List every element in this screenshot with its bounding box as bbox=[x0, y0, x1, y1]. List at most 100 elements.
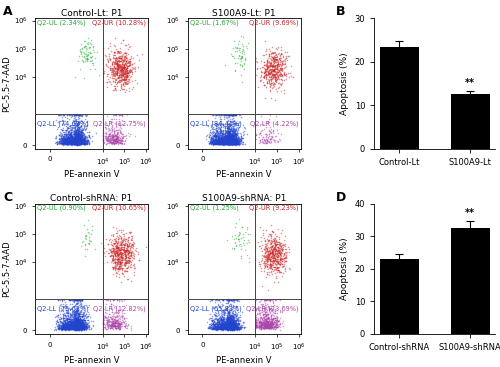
Point bbox=[122, 42, 130, 48]
Point bbox=[262, 247, 270, 253]
Point bbox=[212, 326, 220, 332]
Point bbox=[217, 137, 225, 142]
Point bbox=[264, 320, 272, 326]
Point bbox=[72, 141, 80, 147]
Point bbox=[65, 116, 73, 122]
Point bbox=[266, 237, 274, 243]
Point bbox=[68, 309, 76, 315]
Point bbox=[225, 326, 233, 331]
Point bbox=[71, 129, 79, 135]
Point bbox=[225, 135, 233, 141]
Point bbox=[120, 249, 128, 255]
Point bbox=[226, 324, 234, 330]
Point bbox=[68, 137, 76, 142]
Point bbox=[76, 319, 84, 324]
Point bbox=[257, 324, 265, 330]
Point bbox=[122, 58, 130, 63]
Point bbox=[273, 71, 281, 77]
Point bbox=[254, 140, 262, 146]
Point bbox=[214, 137, 222, 143]
Point bbox=[88, 53, 96, 59]
Point bbox=[272, 68, 280, 74]
Point bbox=[75, 141, 83, 147]
Point bbox=[75, 325, 83, 331]
Point bbox=[224, 129, 232, 135]
Point bbox=[270, 240, 278, 246]
Point bbox=[68, 139, 76, 145]
Point bbox=[73, 137, 81, 143]
Point bbox=[226, 320, 234, 326]
Point bbox=[224, 324, 232, 330]
Point bbox=[72, 326, 80, 332]
Point bbox=[115, 65, 123, 71]
Point bbox=[66, 320, 74, 326]
Point bbox=[216, 140, 224, 146]
Point bbox=[74, 134, 82, 140]
Point bbox=[234, 120, 242, 126]
Point bbox=[218, 133, 226, 139]
Point bbox=[224, 132, 232, 138]
Point bbox=[78, 140, 86, 146]
Point bbox=[71, 139, 79, 145]
Point bbox=[120, 65, 128, 71]
Point bbox=[214, 326, 222, 331]
Point bbox=[227, 326, 235, 332]
Point bbox=[110, 318, 118, 324]
Point bbox=[82, 56, 90, 62]
Point bbox=[217, 112, 225, 118]
Point bbox=[108, 126, 116, 132]
Point bbox=[62, 141, 70, 147]
Point bbox=[113, 72, 121, 78]
Point bbox=[83, 326, 91, 331]
Point bbox=[73, 322, 81, 328]
Point bbox=[72, 320, 80, 326]
Point bbox=[76, 139, 84, 145]
Point bbox=[274, 250, 282, 255]
Point bbox=[230, 317, 238, 323]
Point bbox=[218, 325, 226, 331]
Point bbox=[224, 320, 232, 326]
Point bbox=[230, 140, 238, 146]
Point bbox=[217, 325, 225, 331]
Point bbox=[262, 325, 270, 331]
Point bbox=[72, 137, 80, 142]
Point bbox=[229, 128, 237, 134]
Point bbox=[61, 317, 69, 323]
Point bbox=[272, 256, 280, 262]
Point bbox=[102, 297, 110, 303]
Point bbox=[74, 130, 82, 136]
Point bbox=[68, 141, 76, 147]
Point bbox=[219, 122, 227, 128]
Point bbox=[280, 72, 288, 77]
Point bbox=[227, 312, 235, 318]
Point bbox=[63, 131, 71, 137]
Point bbox=[58, 326, 66, 331]
Point bbox=[69, 135, 77, 141]
Point bbox=[83, 121, 91, 127]
Point bbox=[222, 139, 230, 145]
Point bbox=[74, 142, 82, 148]
Point bbox=[115, 320, 123, 326]
Point bbox=[212, 310, 220, 316]
Point bbox=[72, 324, 80, 330]
Point bbox=[73, 127, 81, 133]
Point bbox=[230, 55, 237, 61]
Point bbox=[118, 68, 126, 73]
Point bbox=[256, 315, 264, 320]
Point bbox=[129, 262, 137, 268]
Point bbox=[61, 321, 69, 327]
Point bbox=[226, 139, 234, 145]
Point bbox=[77, 137, 85, 143]
Point bbox=[229, 137, 237, 143]
Point bbox=[126, 62, 134, 68]
Point bbox=[229, 311, 237, 317]
Point bbox=[204, 325, 212, 331]
Point bbox=[280, 65, 288, 71]
Point bbox=[73, 319, 81, 325]
Point bbox=[232, 46, 240, 51]
Point bbox=[227, 136, 235, 142]
Point bbox=[117, 241, 125, 247]
Point bbox=[72, 131, 80, 137]
Point bbox=[271, 50, 279, 55]
Point bbox=[124, 70, 132, 76]
